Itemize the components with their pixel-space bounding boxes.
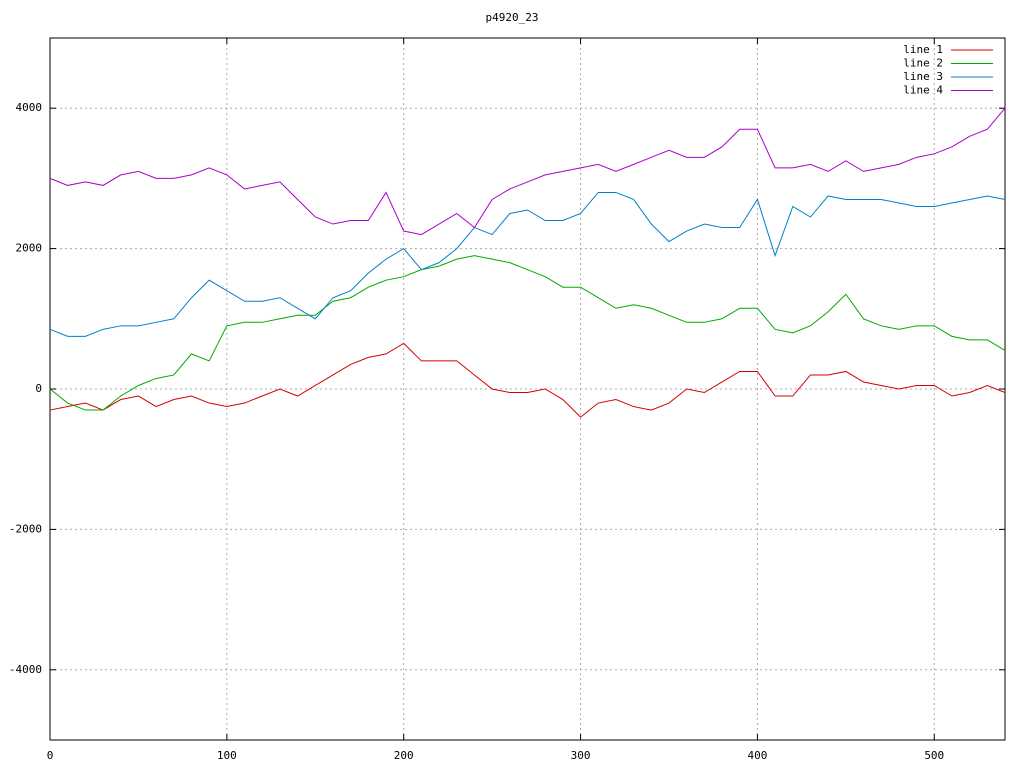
x-tick-label: 0 <box>47 749 54 762</box>
y-tick-label: 2000 <box>16 242 43 255</box>
series-line <box>49 191 1006 337</box>
series-line <box>49 107 1006 236</box>
x-tick-label: 400 <box>747 749 767 762</box>
x-tick-label: 500 <box>924 749 944 762</box>
x-tick-label: 100 <box>217 749 237 762</box>
x-tick-label: 300 <box>571 749 591 762</box>
y-tick-label: -2000 <box>9 522 42 535</box>
y-tick-label: 0 <box>35 382 42 395</box>
x-tick-label: 200 <box>394 749 414 762</box>
y-tick-label: -4000 <box>9 663 42 676</box>
series-line <box>49 255 1006 411</box>
series-line <box>49 342 1006 418</box>
legend-label: line 4 <box>903 84 943 97</box>
chart-title: p4920_23 <box>486 11 539 24</box>
legend-label: line 2 <box>903 57 943 70</box>
legend-label: line 3 <box>903 70 943 83</box>
y-tick-label: 4000 <box>16 101 43 114</box>
legend-label: line 1 <box>903 43 943 56</box>
